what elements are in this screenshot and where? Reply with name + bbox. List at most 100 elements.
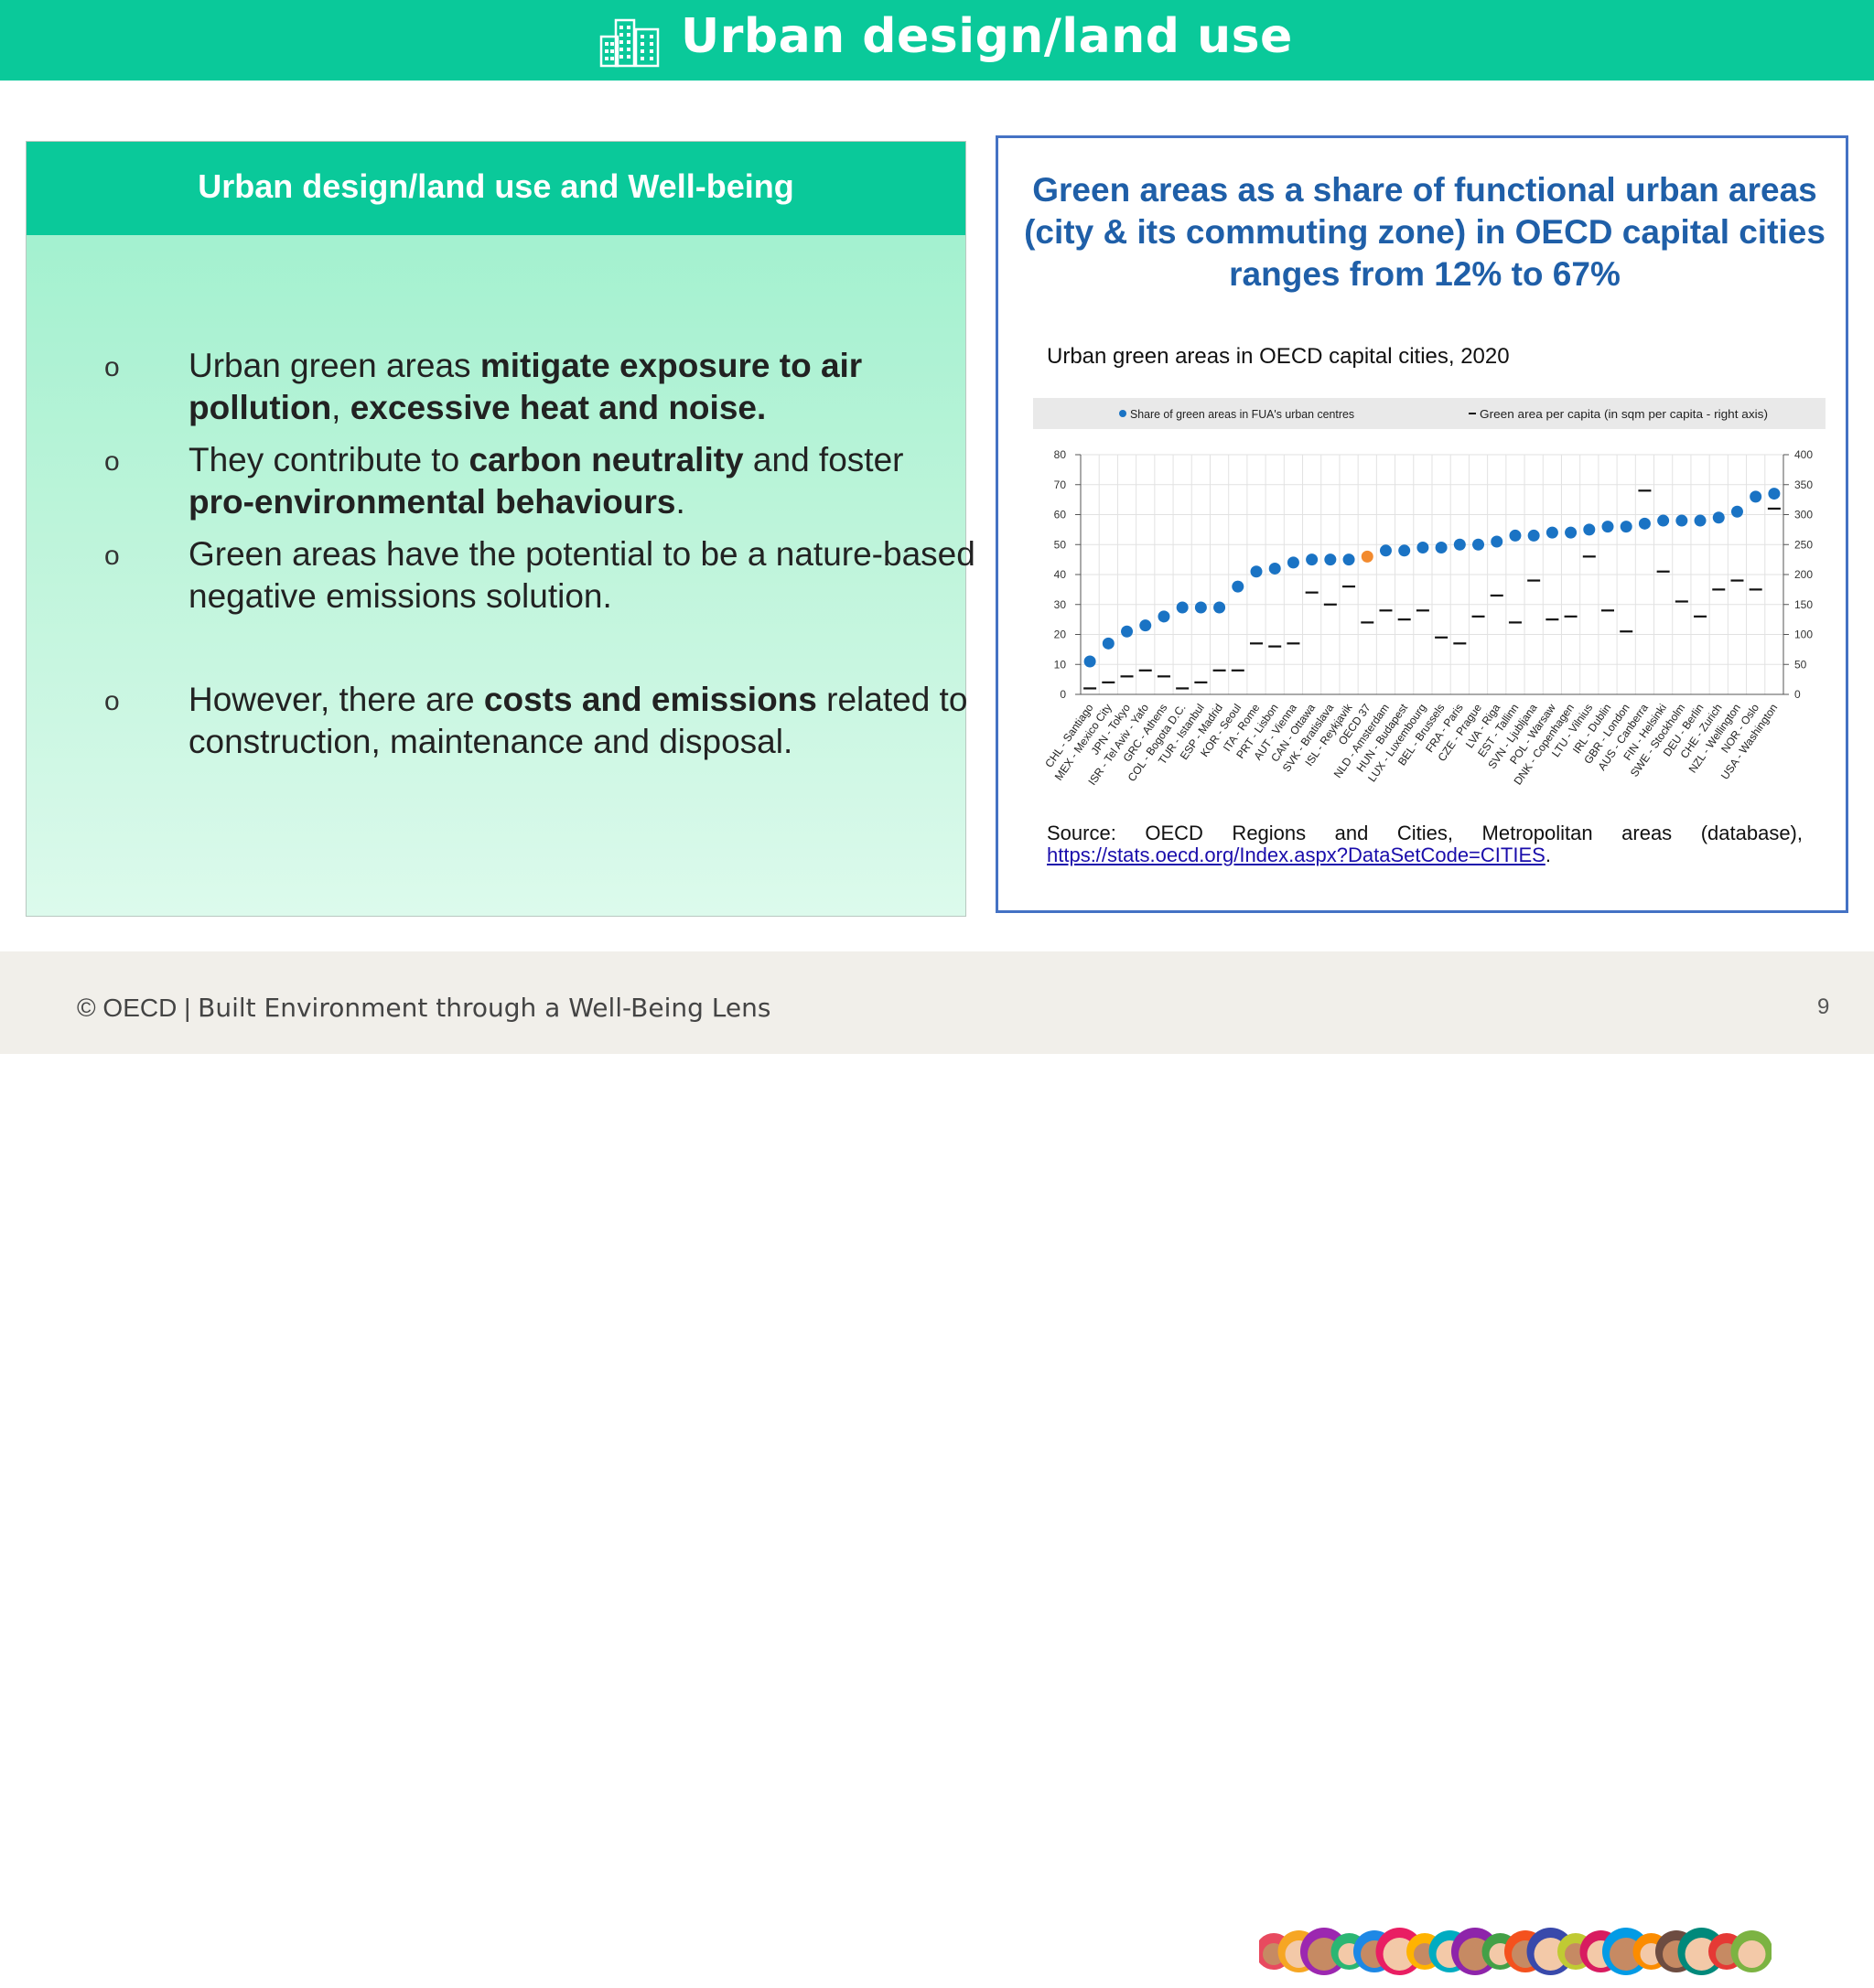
bullet-run: Green areas have the potential to be a n… — [188, 535, 975, 615]
green-share-dot — [1158, 610, 1170, 623]
bullet-bold-run: costs and emissions — [483, 681, 817, 718]
green-share-dot — [1768, 488, 1781, 500]
legend-band — [1033, 398, 1826, 429]
y-tick-label-left: 70 — [1054, 478, 1067, 491]
y-tick-label-right: 200 — [1794, 568, 1813, 581]
source-line2: https://stats.oecd.org/Index.aspx?DataSe… — [1047, 844, 1551, 867]
green-share-dot — [1675, 514, 1688, 527]
bullet-run: They contribute to — [188, 441, 469, 478]
footer-text: © OECD | Built Environment through a Wel… — [77, 993, 770, 1023]
green-share-dot — [1546, 526, 1558, 539]
y-tick-label-left: 60 — [1054, 509, 1067, 521]
wellbeing-panel-heading: Urban design/land use and Well-being — [198, 167, 794, 205]
y-tick-label-left: 50 — [1054, 538, 1067, 551]
y-tick-label-left: 0 — [1060, 688, 1066, 701]
footer-copyright: © OECD — [77, 994, 178, 1022]
green-share-dot — [1121, 625, 1134, 638]
bullet-marker: o — [104, 446, 120, 477]
green-share-dot — [1213, 601, 1226, 614]
y-tick-label-right: 100 — [1794, 629, 1813, 641]
chart-title: Urban green areas in OECD capital cities… — [1047, 344, 1510, 369]
bullet-marker: o — [104, 541, 120, 571]
green-share-dot — [1176, 601, 1189, 614]
green-share-dot — [1268, 562, 1281, 575]
green-share-dot — [1730, 505, 1743, 518]
wellbeing-panel: Urban design/land use and Well-being o U… — [26, 141, 975, 917]
footer-separator: | — [184, 994, 191, 1022]
bullet-bold-run: mitigate exposure to air pollution — [188, 347, 863, 426]
green-share-dot — [1527, 529, 1540, 542]
green-share-dot — [1750, 490, 1762, 503]
green-share-dot — [1620, 521, 1632, 533]
y-tick-label-right: 50 — [1794, 658, 1807, 671]
bullet-marker: o — [104, 686, 120, 716]
green-share-dot — [1083, 655, 1096, 668]
wellbeing-panel-header: Urban design/land use and Well-being — [27, 142, 965, 235]
green-share-dot — [1102, 637, 1115, 650]
y-tick-label-right: 150 — [1794, 598, 1813, 611]
y-tick-label-left: 30 — [1054, 598, 1067, 611]
bullet-bold-run: excessive heat and noise. — [350, 389, 767, 426]
bullet-run: . — [675, 483, 685, 521]
green-share-dot — [1287, 556, 1299, 569]
green-areas-chart: Share of green areas in FUA's urban cent… — [1033, 398, 1826, 788]
bullet-text: They contribute to carbon neutrality and… — [188, 439, 975, 523]
green-share-dot — [1342, 553, 1355, 566]
page-title: Urban design/land use — [681, 9, 1293, 64]
people-faces-illustration — [1259, 1928, 1772, 1975]
legend-dot-marker — [1119, 410, 1126, 417]
green-share-dot — [1139, 619, 1152, 632]
green-share-dot — [1472, 538, 1485, 551]
green-share-dot — [1583, 523, 1596, 536]
page-number: 9 — [1817, 994, 1830, 1019]
bullet-run: , — [331, 389, 350, 426]
green-share-dot — [1361, 550, 1373, 563]
y-tick-label-left: 10 — [1054, 658, 1067, 671]
source-end: . — [1545, 844, 1551, 866]
green-share-dot — [1638, 517, 1651, 530]
bullet-run: related to construction, maintenance and… — [188, 681, 968, 760]
y-tick-label-right: 400 — [1794, 448, 1813, 461]
footer-subtitle: Built Environment through a Well-Being L… — [198, 993, 771, 1023]
legend-entry: Share of green areas in FUA's urban cent… — [1130, 407, 1354, 421]
bullet-text: However, there are costs and emissions r… — [188, 679, 975, 763]
bullet-bold-run: carbon neutrality — [468, 441, 744, 478]
chart-headline: Green areas as a share of functional urb… — [1024, 171, 1826, 293]
person-face — [1730, 1930, 1772, 1972]
green-share-dot — [1324, 553, 1337, 566]
green-share-dot — [1453, 538, 1466, 551]
bullet-text: Urban green areas mitigate exposure to a… — [188, 345, 975, 429]
green-share-dot — [1416, 542, 1429, 554]
bullet-run: and foster — [743, 441, 904, 478]
green-share-dot — [1194, 601, 1207, 614]
green-share-dot — [1232, 580, 1244, 593]
green-share-dot — [1435, 542, 1448, 554]
bullet-bold-run: pro-environmental behaviours — [188, 483, 676, 521]
bullet-run: However, there are — [188, 681, 484, 718]
green-share-dot — [1694, 514, 1707, 527]
green-share-dot — [1601, 521, 1614, 533]
y-tick-label-left: 80 — [1054, 448, 1067, 461]
y-tick-label-left: 40 — [1054, 568, 1067, 581]
green-share-dot — [1565, 526, 1578, 539]
y-tick-label-right: 250 — [1794, 538, 1813, 551]
green-share-dot — [1712, 511, 1725, 524]
source-link[interactable]: https://stats.oecd.org/Index.aspx?DataSe… — [1047, 844, 1546, 866]
bullet-run: Urban green areas — [188, 347, 480, 384]
green-share-dot — [1306, 553, 1319, 566]
y-tick-label-right: 350 — [1794, 478, 1813, 491]
green-share-dot — [1398, 544, 1411, 557]
chart-panel: Green areas as a share of functional urb… — [996, 135, 1848, 913]
bullet-marker: o — [104, 352, 120, 382]
green-share-dot — [1657, 514, 1670, 527]
y-tick-label-right: 300 — [1794, 509, 1813, 521]
source-text: Source: OECD Regions and Cities, Metropo… — [1047, 822, 1803, 844]
green-share-dot — [1379, 544, 1392, 557]
y-tick-label-right: 0 — [1794, 688, 1801, 701]
green-share-dot — [1250, 565, 1263, 578]
city-buildings-icon — [599, 18, 660, 68]
green-share-dot — [1491, 535, 1503, 548]
y-tick-label-left: 20 — [1054, 629, 1067, 641]
header-bar: Urban design/land use — [0, 0, 1874, 81]
green-share-dot — [1509, 529, 1522, 542]
